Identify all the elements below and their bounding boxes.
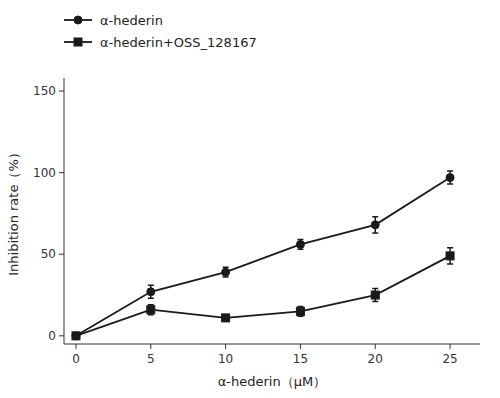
y-tick — [59, 172, 64, 173]
x-tick — [450, 344, 451, 349]
error-bar — [223, 267, 229, 277]
x-tick — [225, 344, 226, 349]
legend-item: α-hederin+OSS_128167 — [64, 35, 257, 50]
y-axis-label: Inhibition rate（%） — [6, 146, 21, 276]
error-bar — [447, 248, 453, 264]
point — [72, 332, 80, 340]
y-tick-label: 100 — [33, 166, 56, 180]
y-axis-line — [64, 78, 65, 344]
x-tick-label: 10 — [218, 352, 233, 366]
point — [371, 291, 379, 299]
x-tick-label: 25 — [442, 352, 457, 366]
x-axis-label: α-hederin（μM） — [218, 374, 326, 389]
error-bar — [297, 240, 303, 250]
point — [296, 240, 304, 248]
error-bar — [372, 289, 378, 302]
x-axis-line — [64, 344, 480, 345]
x-tick-label: 15 — [293, 352, 308, 366]
x-tick — [375, 344, 376, 349]
point — [222, 314, 230, 322]
x-tick — [150, 344, 151, 349]
plot-area — [72, 171, 454, 340]
axes: 0 5 10 15 20 25 0 50 100 150 — [33, 78, 480, 366]
series — [72, 171, 454, 340]
error-bar — [447, 171, 453, 184]
y-tick — [59, 335, 64, 336]
chart: 0 5 10 15 20 25 0 50 100 150 α-hederin（μM） Inhibiti… — [0, 0, 500, 398]
point — [222, 268, 230, 276]
y-tick-label: 50 — [41, 247, 56, 261]
legend-item: α-hederin — [64, 13, 163, 28]
point — [147, 288, 155, 296]
y-tick — [59, 91, 64, 92]
x-tick-label: 20 — [368, 352, 383, 366]
error-bar — [372, 217, 378, 233]
y-tick-label: 0 — [48, 329, 56, 343]
x-tick — [300, 344, 301, 349]
legend-label: α-hederin+OSS_128167 — [100, 35, 257, 50]
legend-label: α-hederin — [100, 13, 163, 28]
x-tick-label: 5 — [147, 352, 155, 366]
x-tick-label: 0 — [72, 352, 80, 366]
point — [296, 307, 304, 315]
legend-marker — [74, 16, 82, 24]
y-tick-label: 150 — [33, 84, 56, 98]
point — [72, 332, 80, 340]
point — [147, 306, 155, 314]
series-line — [76, 256, 450, 336]
legend-marker — [74, 38, 82, 46]
y-tick — [59, 254, 64, 255]
point — [446, 252, 454, 260]
error-bar — [223, 315, 229, 322]
error-bar — [148, 305, 154, 315]
point — [371, 221, 379, 229]
legend: α-hederin α-hederin+OSS_128167 — [64, 13, 257, 50]
point — [446, 174, 454, 182]
error-bar — [297, 306, 303, 316]
x-tick — [75, 344, 76, 349]
error-bar — [148, 285, 154, 298]
series-line — [76, 178, 450, 336]
series — [72, 248, 454, 340]
